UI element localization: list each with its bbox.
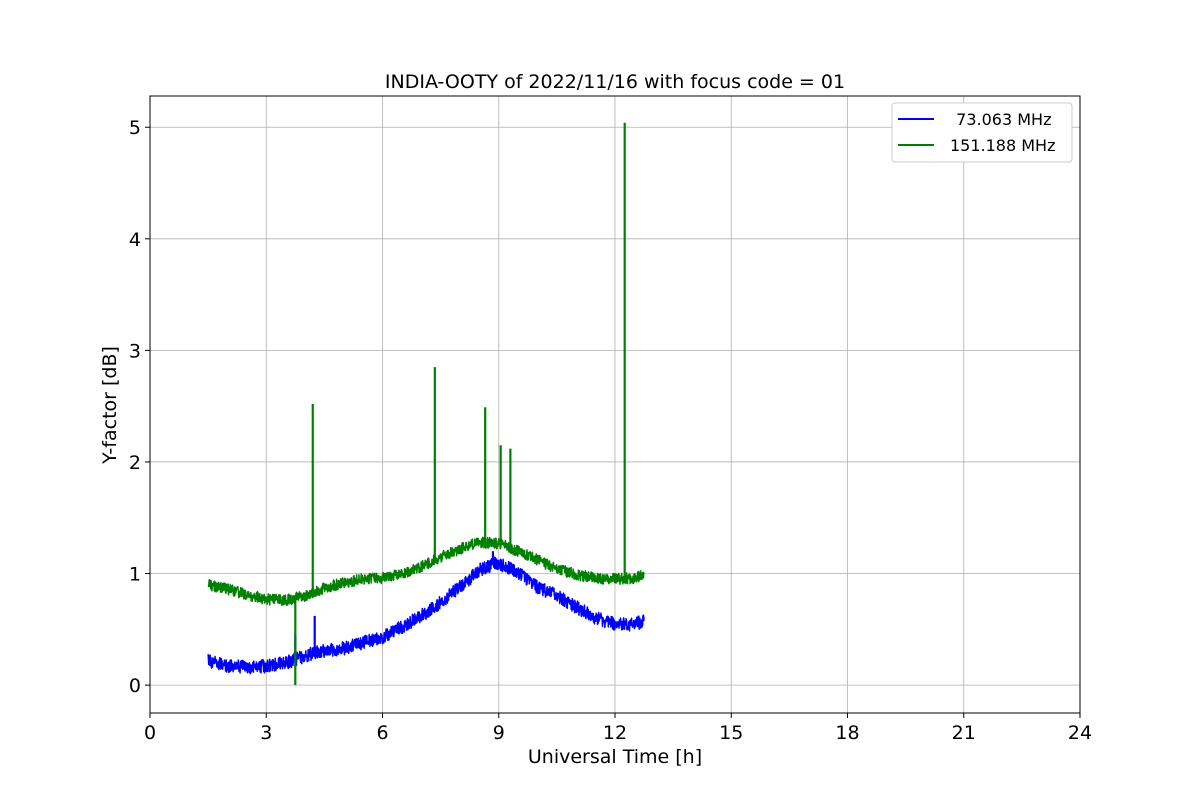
legend-box: [891, 102, 1073, 163]
plot-series: [207, 122, 645, 686]
x-tick-label: 12: [603, 722, 627, 744]
y-tick-label: 1: [129, 564, 141, 586]
x-tick-label: 9: [493, 722, 505, 744]
x-tick-label: 21: [952, 722, 976, 744]
x-tick-label: 15: [719, 722, 743, 744]
legend: 73.063 MHz 151.188 MHz: [891, 102, 1073, 163]
x-tick-label: 3: [260, 722, 272, 744]
series-line-0: [207, 556, 645, 675]
legend-label-73mhz: 73.063 MHz: [946, 110, 1051, 129]
x-tick-label: 0: [144, 722, 156, 744]
chart-title: INDIA-OOTY of 2022/11/16 with focus code…: [385, 71, 845, 93]
x-tick-label: 6: [376, 722, 388, 744]
x-axis-label: Universal Time [h]: [528, 746, 702, 768]
legend-label-151mhz: 151.188 MHz: [950, 136, 1055, 155]
x-tick-label: 18: [835, 722, 859, 744]
y-tick-label: 5: [129, 117, 141, 139]
series-line-1: [207, 536, 645, 607]
y-tick-label: 0: [129, 675, 141, 697]
y-tick-label: 4: [129, 229, 141, 251]
y-tick-label: 3: [129, 340, 141, 362]
y-tick-label: 2: [129, 452, 141, 474]
y-axis-label: Y-factor [dB]: [99, 346, 121, 465]
x-tick-label: 24: [1068, 722, 1092, 744]
